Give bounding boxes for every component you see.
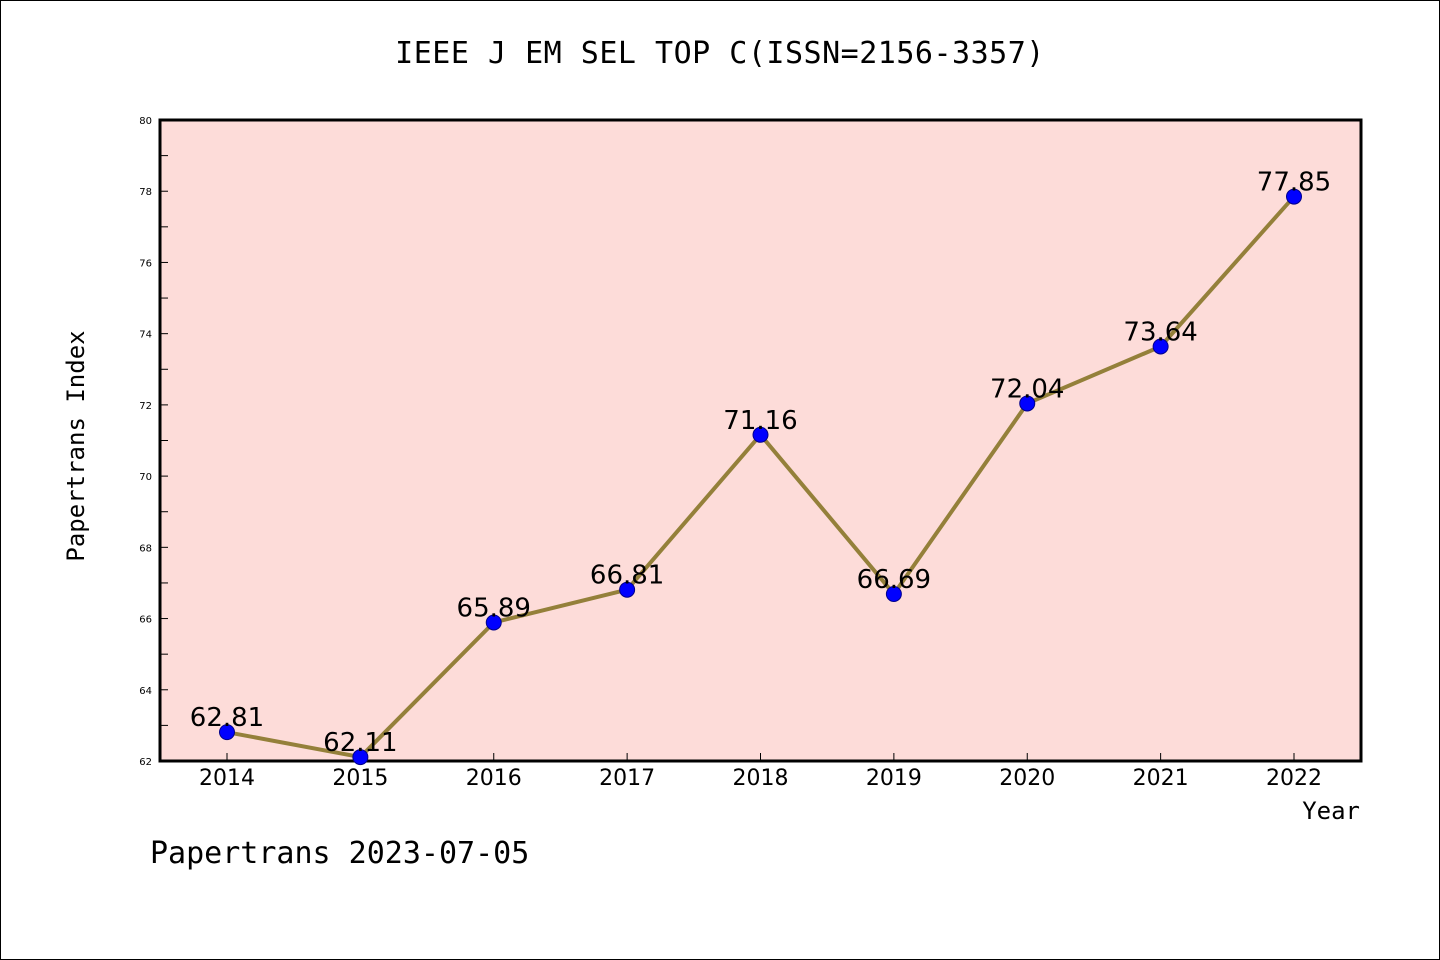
data-point — [219, 724, 235, 741]
y-tick-label: 76 — [139, 258, 152, 269]
x-axis-label: Year — [1302, 797, 1360, 825]
footer-text: Papertrans 2023-07-05 — [150, 836, 530, 871]
data-label: 72.04 — [990, 374, 1064, 404]
data-point — [1286, 188, 1302, 205]
data-point — [485, 614, 502, 631]
data-label: 71.16 — [723, 406, 797, 436]
y-tick-label: 78 — [139, 187, 152, 198]
data-label: 77.85 — [1257, 168, 1331, 198]
x-tick-label: 2018 — [733, 766, 789, 791]
y-tick-label: 62 — [139, 757, 152, 768]
chart-title: IEEE J EM SEL TOP C(ISSN=2156-3357) — [395, 36, 1045, 71]
data-label: 66.81 — [590, 561, 664, 591]
data-point — [1019, 395, 1036, 412]
x-tick-label: 2020 — [999, 766, 1055, 791]
y-axis-ticks: 62 64 66 68 70 72 74 76 78 80 — [139, 116, 168, 768]
data-point — [885, 585, 902, 602]
x-tick-label: 2015 — [332, 766, 388, 791]
y-tick-label: 80 — [139, 116, 152, 127]
data-point — [352, 749, 369, 766]
data-label: 62.11 — [323, 728, 397, 758]
x-tick-label: 2019 — [866, 766, 922, 791]
x-tick-label: 2016 — [466, 766, 522, 791]
x-tick-label: 2014 — [199, 766, 255, 791]
data-label: 62.81 — [190, 703, 264, 733]
data-label: 65.89 — [457, 593, 531, 623]
data-labels-group: 62.81 62.11 65.89 66.81 71.16 66.69 72.04 73.64… — [190, 168, 1331, 759]
x-axis-ticks: 2014 2015 2016 2017 2018 2019 2020 2021 2022 — [199, 753, 1322, 791]
data-label: 73.64 — [1123, 317, 1197, 347]
y-tick-label: 70 — [139, 472, 152, 483]
x-tick-label: 2021 — [1133, 766, 1189, 791]
data-point — [619, 581, 636, 598]
data-point — [752, 426, 769, 443]
y-tick-label: 64 — [139, 686, 152, 697]
x-tick-label: 2022 — [1266, 766, 1322, 791]
y-tick-label: 68 — [139, 543, 152, 554]
data-point — [1152, 338, 1169, 355]
y-tick-label: 74 — [139, 330, 152, 341]
x-tick-label: 2017 — [599, 766, 655, 791]
points-group — [219, 188, 1302, 766]
data-label: 66.69 — [857, 565, 931, 595]
y-tick-label: 66 — [139, 615, 152, 626]
y-tick-label: 72 — [139, 401, 152, 412]
